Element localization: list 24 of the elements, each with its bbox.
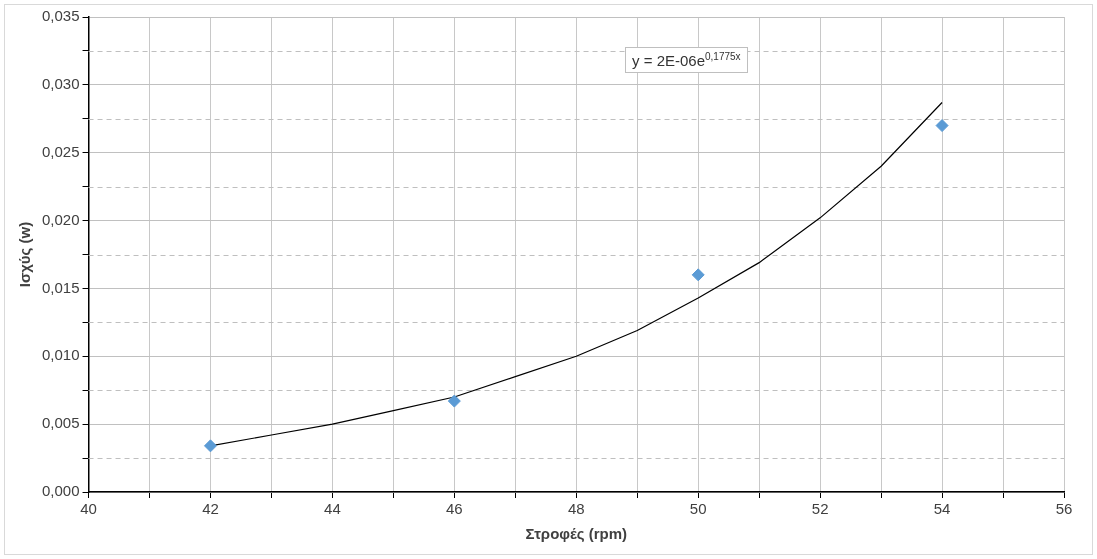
x-tick-label: 52: [811, 500, 829, 518]
y-tick-label: 0,020: [41, 210, 80, 228]
x-tick-label: 48: [567, 500, 585, 518]
y-tick-label: 0,035: [41, 7, 80, 25]
x-tick-label: 54: [933, 500, 951, 518]
x-tick-label: 42: [202, 500, 219, 518]
y-tick-label: 0,005: [41, 414, 80, 432]
annotation: y = 2E-06e$^{0,1775x}$: [625, 47, 748, 73]
point: [935, 119, 949, 133]
x-tick-label: 44: [324, 500, 341, 518]
y-tick-label: 0,025: [41, 142, 80, 160]
x-tick-label: 50: [689, 500, 707, 518]
x-tick-label: 46: [445, 500, 463, 518]
y-tick-label: 0,015: [41, 278, 80, 296]
y-tick-label: 0,030: [41, 75, 80, 92]
y-tick-label: 0,010: [41, 346, 80, 364]
point: [203, 439, 217, 453]
point: [447, 394, 461, 408]
y-tick-label: 0,000: [41, 482, 80, 500]
point: [691, 268, 705, 282]
x-axis-title: Στροφές (rpm): [525, 525, 628, 543]
x-tick-label: 40: [80, 500, 97, 518]
x-tick-label: 56: [1055, 500, 1073, 518]
y-axis-title: Ισχύς (w): [16, 221, 34, 288]
